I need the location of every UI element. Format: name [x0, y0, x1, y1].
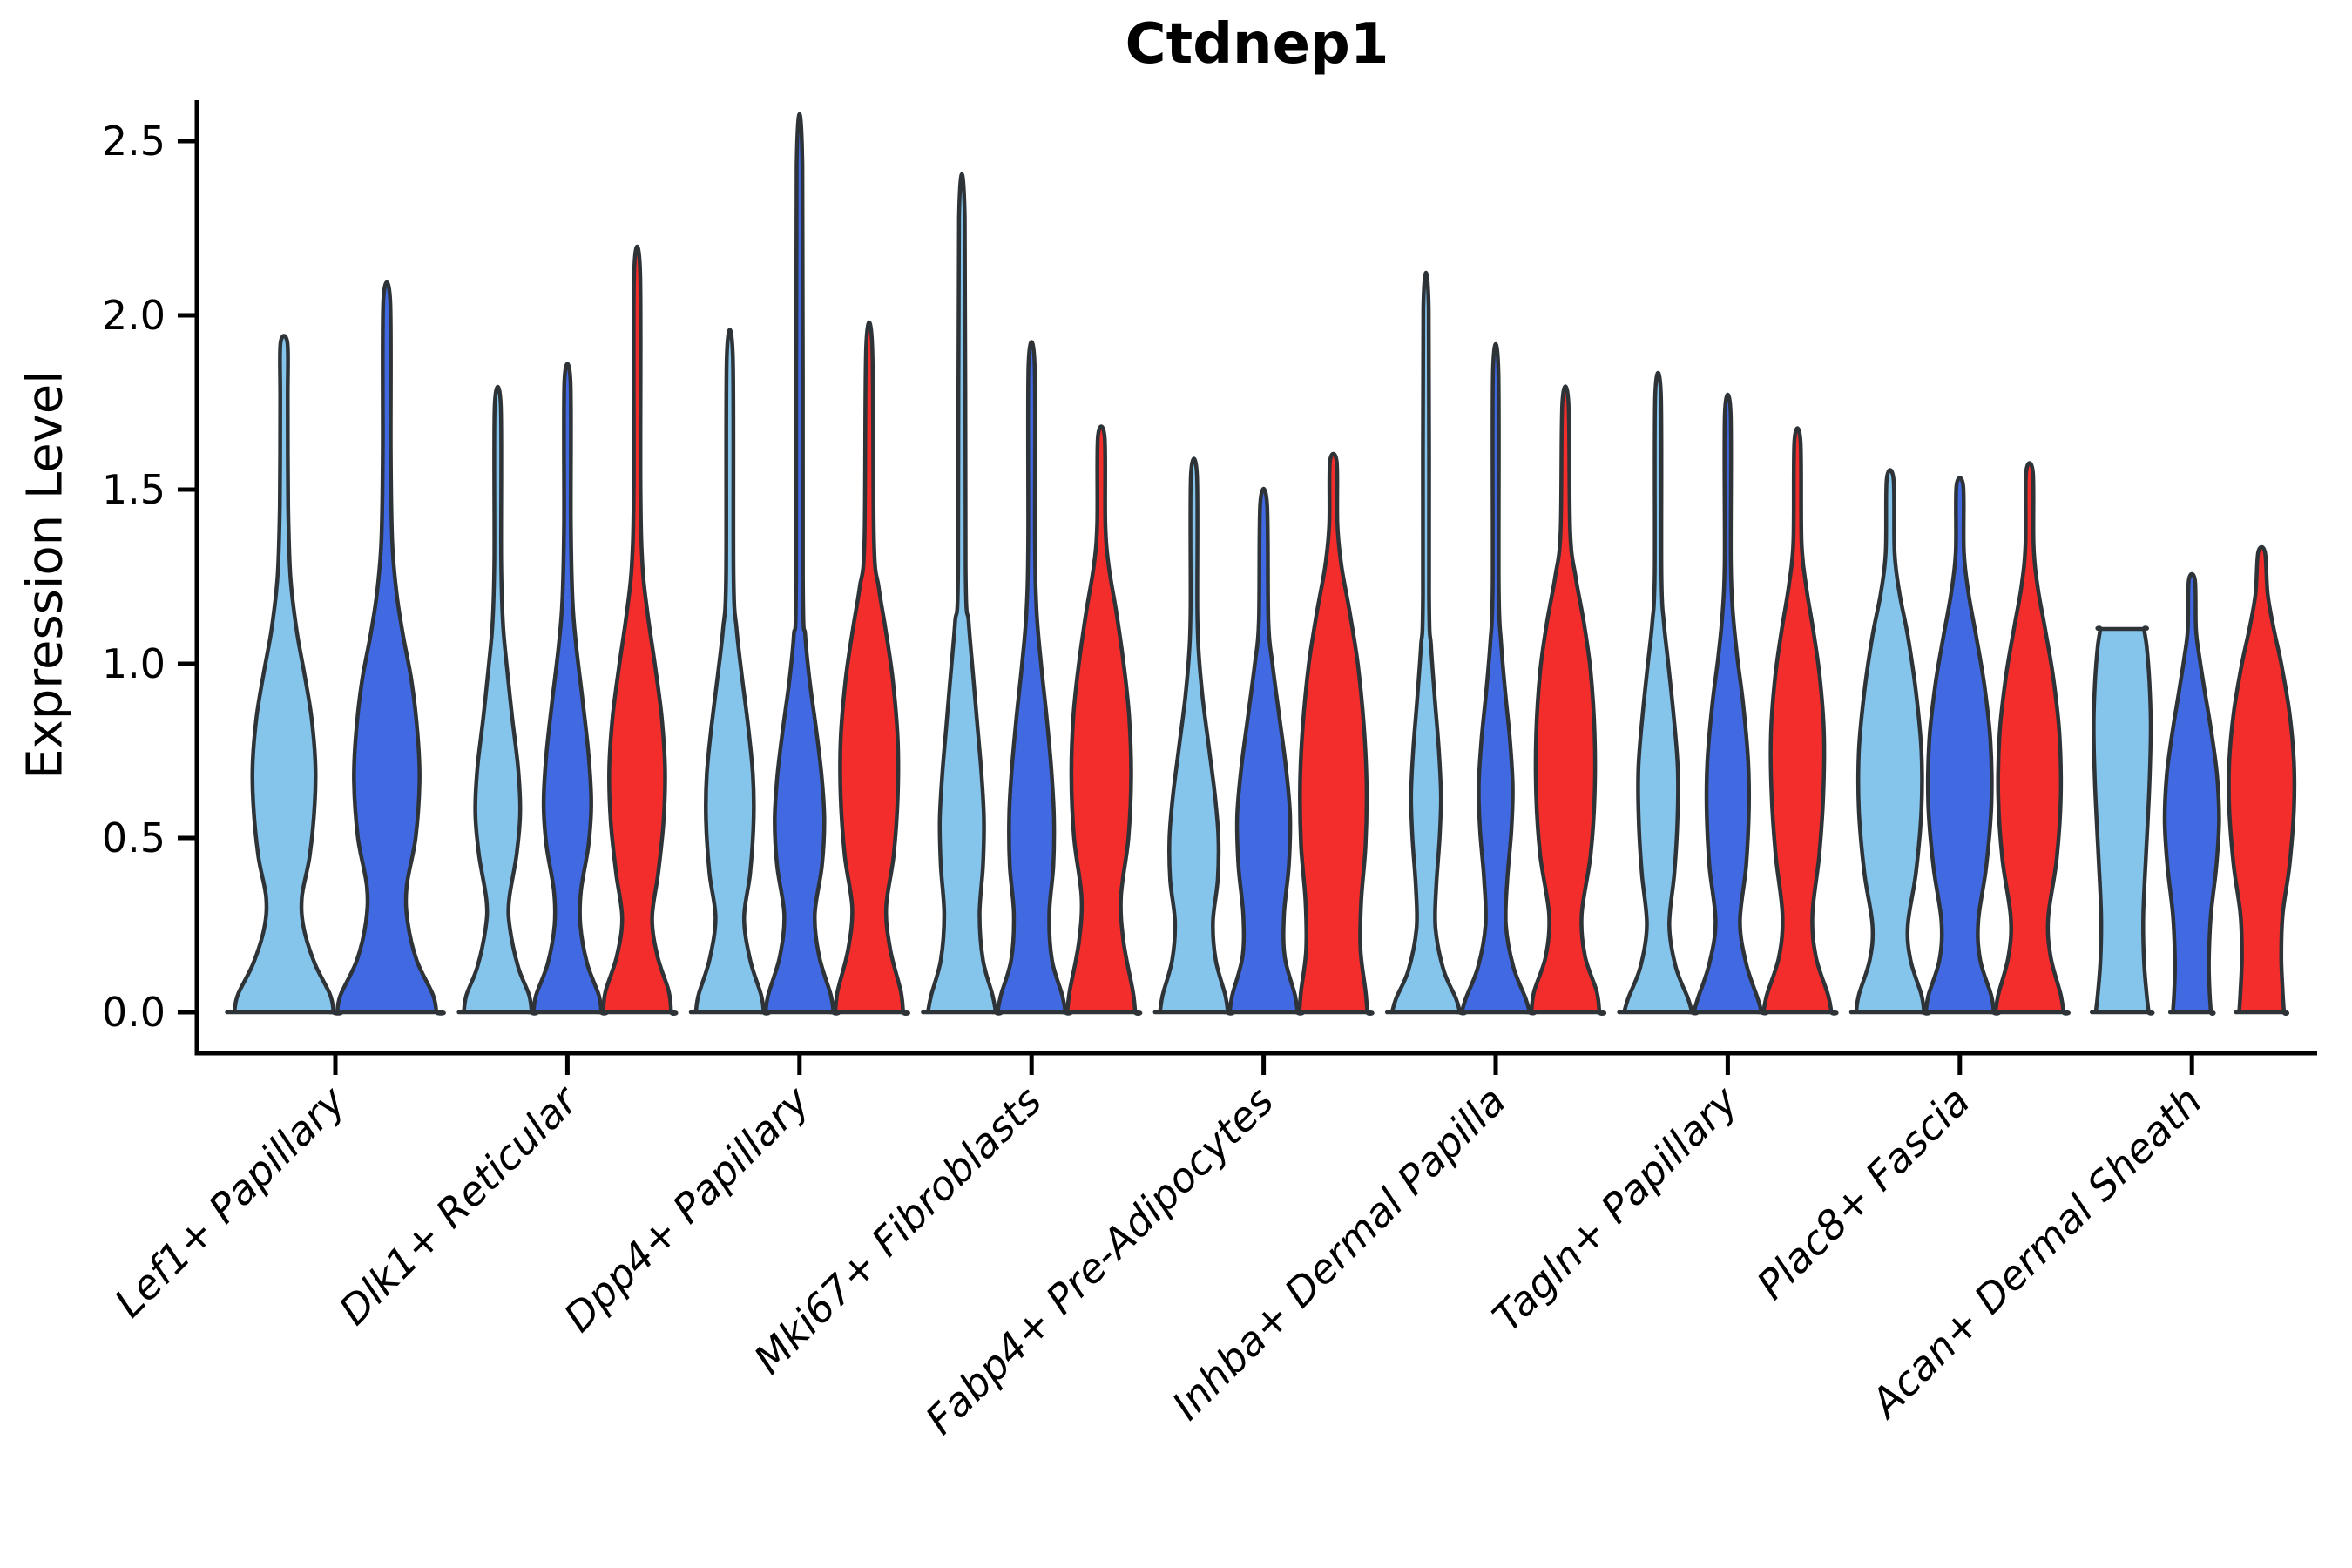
y-tick-label: 2.5	[102, 118, 166, 165]
violin-lef1-papillary-dark_blue	[328, 280, 446, 1016]
violin-plac8-fascia-red	[1988, 461, 2071, 1016]
y-tick-label: 1.5	[102, 466, 166, 513]
x-tick-label: Dlk1+ Reticular	[330, 1075, 589, 1334]
violin-inhba-dermal-papilla-red	[1524, 384, 1607, 1017]
x-tick-label: Plac8+ Fascia	[1747, 1078, 1978, 1308]
violin-acan-dermal-sheath-light_blue	[2090, 625, 2155, 1016]
violin-inhba-dermal-papilla-light_blue	[1385, 271, 1468, 1016]
violin-dlk1-reticular-light_blue	[456, 384, 539, 1016]
violin-mki67-fibroblasts-red	[1060, 424, 1143, 1017]
violin-dlk1-reticular-dark_blue	[526, 362, 609, 1016]
violin-tagln-papillary-light_blue	[1617, 371, 1700, 1016]
violin-lef1-papillary-light_blue	[225, 334, 343, 1016]
violin-tagln-papillary-red	[1756, 426, 1839, 1016]
y-tick-label: 1.0	[102, 640, 166, 687]
violin-plac8-fascia-dark_blue	[1918, 476, 2001, 1016]
x-tick-label: Lef1+ Papillary	[105, 1077, 355, 1326]
violin-acan-dermal-sheath-red	[2227, 544, 2297, 1017]
violin-dpp4-papillary-light_blue	[688, 328, 771, 1016]
violin-dpp4-papillary-red	[828, 321, 910, 1017]
y-tick-label: 0.0	[102, 989, 166, 1036]
violin-dpp4-papillary-dark_blue	[758, 112, 841, 1016]
y-tick-label: 0.5	[102, 814, 166, 862]
violin-fabp4-pre-adipocytes-light_blue	[1152, 456, 1235, 1016]
chart-title: Ctdnep1	[1125, 12, 1389, 77]
x-tick-label: Dpp4+ Papillary	[555, 1077, 819, 1341]
violin-mki67-fibroblasts-dark_blue	[990, 340, 1073, 1016]
violin-fabp4-pre-adipocytes-dark_blue	[1222, 486, 1305, 1016]
violin-mki67-fibroblasts-light_blue	[921, 172, 1004, 1016]
violin-inhba-dermal-papilla-dark_blue	[1455, 341, 1538, 1016]
violin-plac8-fascia-light_blue	[1848, 468, 1931, 1016]
violin-acan-dermal-sheath-dark_blue	[2162, 571, 2221, 1017]
x-tick-label: Tagln+ Papillary	[1484, 1077, 1747, 1341]
y-axis-label: Expression Level	[17, 370, 74, 780]
violin-tagln-papillary-dark_blue	[1686, 392, 1769, 1016]
violin-dlk1-reticular-red	[596, 244, 679, 1017]
violin-fabp4-pre-adipocytes-red	[1292, 451, 1375, 1017]
y-tick-label: 2.0	[102, 292, 166, 339]
